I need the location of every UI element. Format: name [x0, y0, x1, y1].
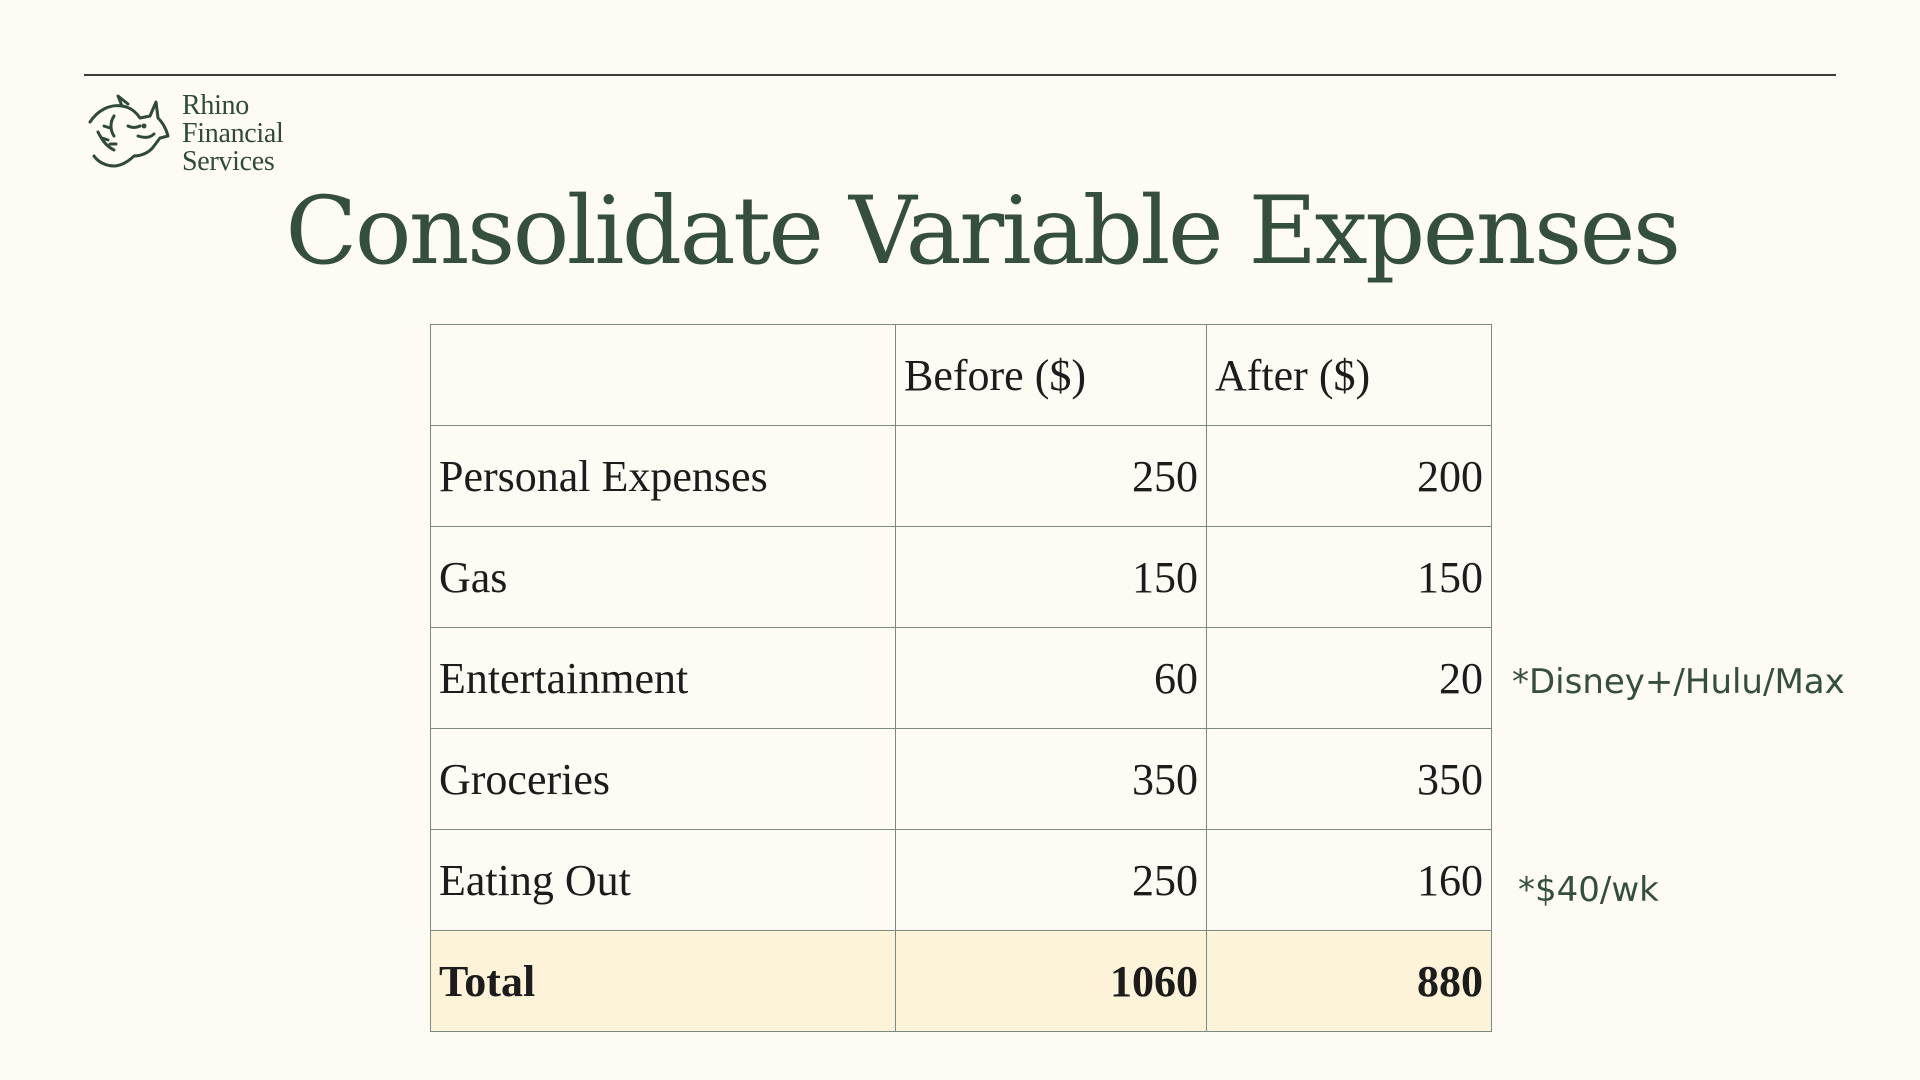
- row-after: 160: [1206, 829, 1492, 931]
- expense-table: Before ($) After ($) Personal Expenses 2…: [430, 324, 1492, 1032]
- table-row: Groceries 350 350: [430, 728, 1492, 830]
- table-header-row: Before ($) After ($): [430, 324, 1492, 426]
- eating-out-note: *$40/wk: [1518, 870, 1659, 910]
- row-label: Gas: [430, 526, 896, 628]
- row-before: 250: [895, 829, 1207, 931]
- header-divider: [84, 74, 1836, 76]
- row-after: 150: [1206, 526, 1492, 628]
- company-name-line-1: Rhino: [182, 90, 249, 121]
- row-before: 350: [895, 728, 1207, 830]
- entertainment-note: *Disney+/Hulu/Max: [1512, 662, 1845, 702]
- row-before: 250: [895, 425, 1207, 527]
- company-logo: Rhino Financial Services: [84, 92, 284, 176]
- header-after: After ($): [1206, 324, 1492, 426]
- company-name-line-2: Financial: [182, 118, 284, 149]
- row-label: Entertainment: [430, 627, 896, 729]
- row-label: Personal Expenses: [430, 425, 896, 527]
- total-after: 880: [1206, 930, 1492, 1032]
- table-row: Entertainment 60 20: [430, 627, 1492, 729]
- company-name: Rhino Financial Services: [182, 92, 284, 176]
- total-label: Total: [430, 930, 896, 1032]
- header-category: [430, 324, 896, 426]
- row-label: Groceries: [430, 728, 896, 830]
- total-before: 1060: [895, 930, 1207, 1032]
- rhino-icon: [88, 94, 170, 168]
- total-row: Total 1060 880: [430, 930, 1492, 1032]
- table-row: Personal Expenses 250 200: [430, 425, 1492, 527]
- table-row: Eating Out 250 160: [430, 829, 1492, 931]
- row-after: 350: [1206, 728, 1492, 830]
- row-after: 200: [1206, 425, 1492, 527]
- row-label: Eating Out: [430, 829, 896, 931]
- header-before: Before ($): [895, 324, 1207, 426]
- row-before: 60: [895, 627, 1207, 729]
- table-row: Gas 150 150: [430, 526, 1492, 628]
- row-before: 150: [895, 526, 1207, 628]
- row-after: 20: [1206, 627, 1492, 729]
- page-title: Consolidate Variable Expenses: [285, 177, 1681, 286]
- company-name-line-3: Services: [182, 146, 275, 177]
